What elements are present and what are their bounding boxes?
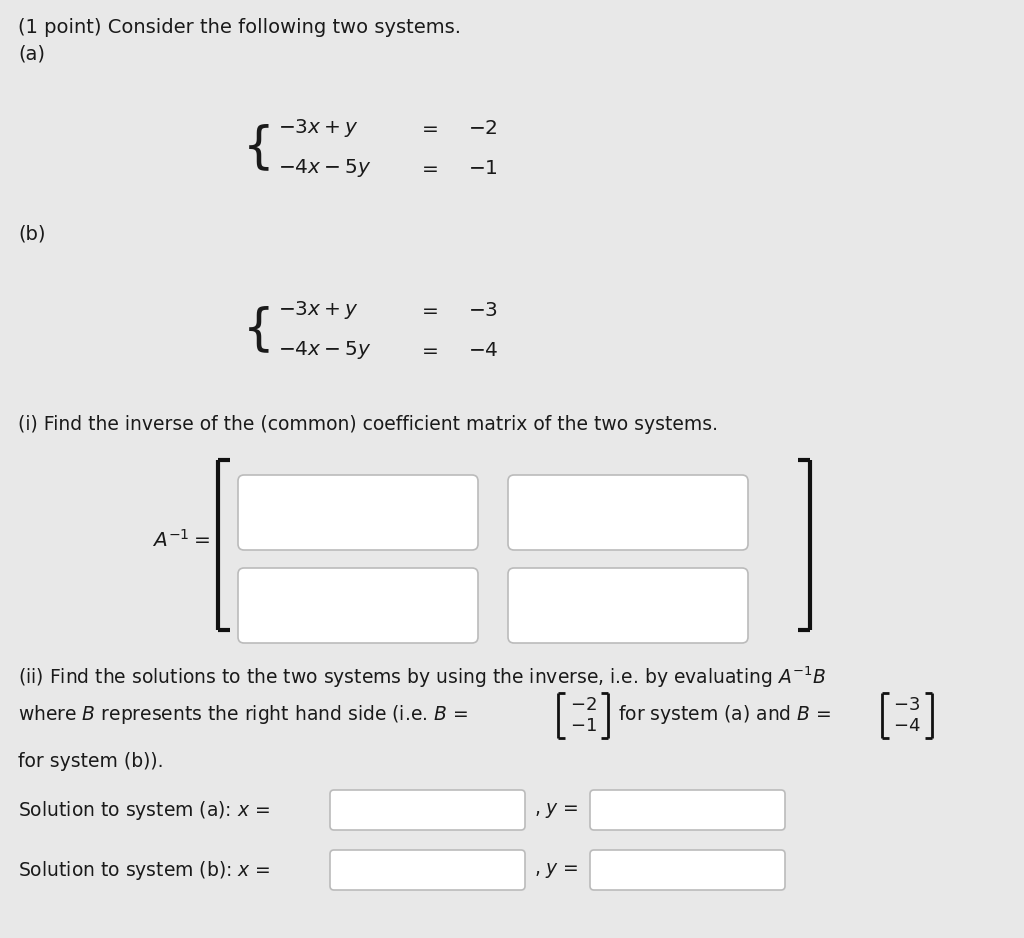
Text: (ii) Find the solutions to the two systems by using the inverse, i.e. by evaluat: (ii) Find the solutions to the two syste… (18, 665, 826, 690)
Text: , $y$ =: , $y$ = (534, 860, 579, 880)
Text: $-4x - 5y$: $-4x - 5y$ (278, 157, 372, 179)
Text: $\{$: $\{$ (243, 123, 270, 174)
Text: $-3x + y$: $-3x + y$ (278, 117, 358, 139)
Text: $\{$: $\{$ (243, 305, 270, 356)
FancyBboxPatch shape (590, 790, 785, 830)
Text: $=$: $=$ (418, 340, 438, 359)
Text: for system (b)).: for system (b)). (18, 752, 164, 771)
FancyBboxPatch shape (508, 568, 748, 643)
FancyBboxPatch shape (330, 850, 525, 890)
Text: $-3$: $-3$ (894, 696, 921, 714)
Text: $-3x + y$: $-3x + y$ (278, 299, 358, 321)
Text: $-3$: $-3$ (468, 300, 498, 320)
Text: (1 point) Consider the following two systems.: (1 point) Consider the following two sys… (18, 18, 461, 37)
Text: $-1$: $-1$ (468, 159, 498, 177)
FancyBboxPatch shape (238, 568, 478, 643)
FancyBboxPatch shape (590, 850, 785, 890)
Text: $-4x - 5y$: $-4x - 5y$ (278, 339, 372, 361)
Text: $A^{-1} =$: $A^{-1} =$ (152, 529, 210, 551)
Text: $-2$: $-2$ (468, 118, 498, 138)
Text: where $B$ represents the right hand side (i.e. $B$ =: where $B$ represents the right hand side… (18, 704, 468, 727)
Text: $-4$: $-4$ (468, 340, 499, 359)
Text: $-2$: $-2$ (569, 696, 596, 714)
Text: $-1$: $-1$ (569, 717, 596, 735)
Text: , $y$ =: , $y$ = (534, 800, 579, 820)
Text: for system (a) and $B$ =: for system (a) and $B$ = (618, 704, 831, 727)
Text: $=$: $=$ (418, 159, 438, 177)
Text: $=$: $=$ (418, 118, 438, 138)
FancyBboxPatch shape (330, 790, 525, 830)
Text: $=$: $=$ (418, 300, 438, 320)
Text: (a): (a) (18, 44, 45, 63)
Text: Solution to system (a): $x$ =: Solution to system (a): $x$ = (18, 798, 270, 822)
Text: $-4$: $-4$ (893, 717, 921, 735)
Text: Solution to system (b): $x$ =: Solution to system (b): $x$ = (18, 858, 270, 882)
Text: (b): (b) (18, 225, 45, 244)
FancyBboxPatch shape (238, 475, 478, 550)
FancyBboxPatch shape (508, 475, 748, 550)
Text: (i) Find the inverse of the (common) coefficient matrix of the two systems.: (i) Find the inverse of the (common) coe… (18, 415, 718, 434)
